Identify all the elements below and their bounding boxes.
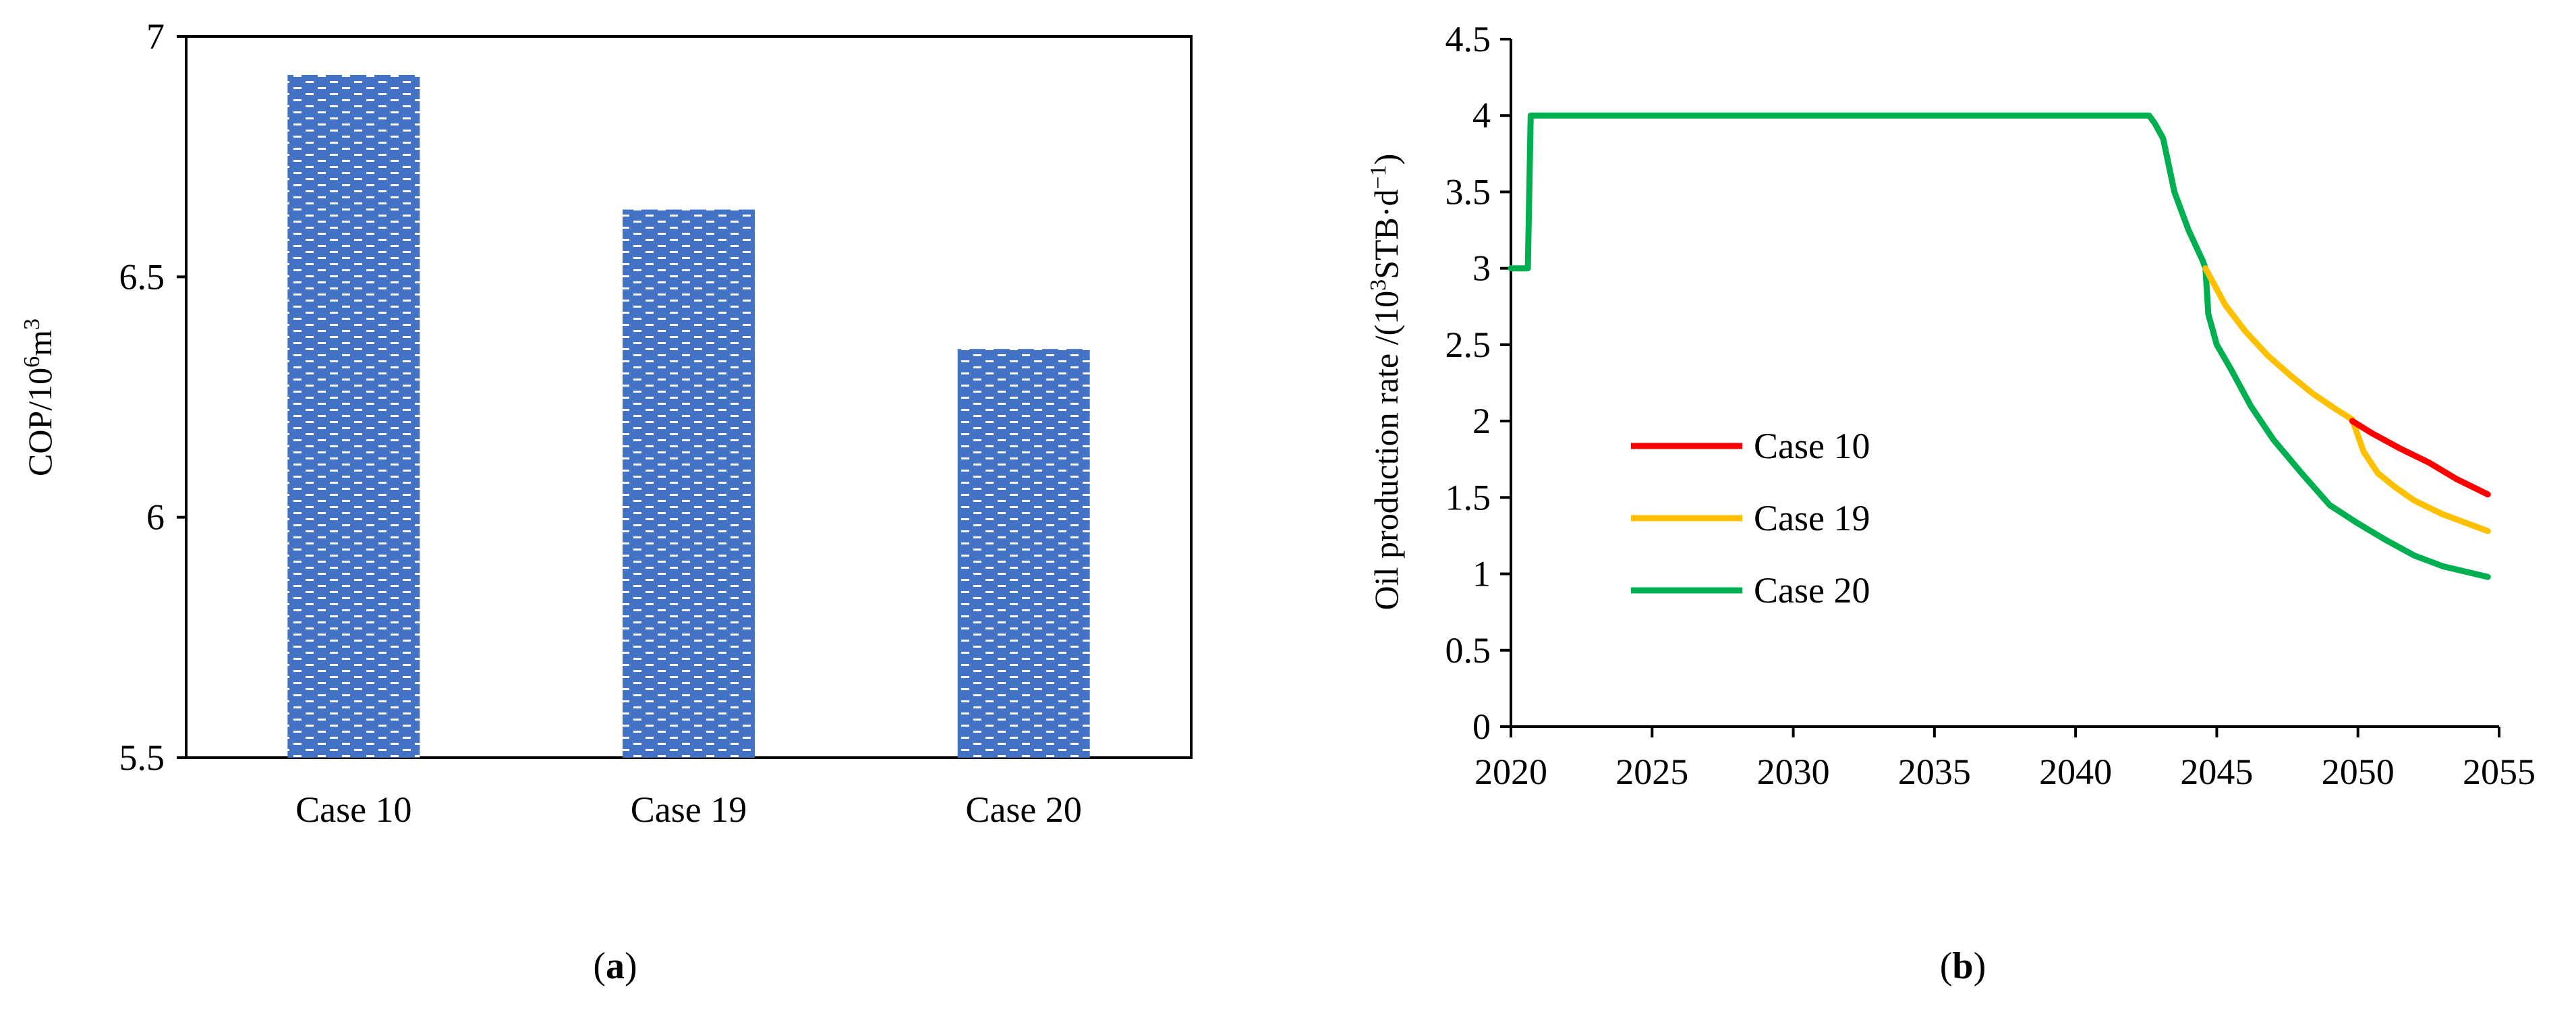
legend-label: Case 20	[1754, 570, 1870, 611]
y-tick-label: 3	[1472, 248, 1491, 289]
panel-label-b: (b)	[1940, 945, 1986, 987]
x-tick-label: 2045	[2180, 752, 2253, 792]
x-tick-label: Case 20	[965, 789, 1081, 830]
y-tick-label: 1.5	[1446, 477, 1491, 517]
y-tick-label: 2.5	[1446, 325, 1491, 365]
x-tick-label: 2025	[1615, 752, 1688, 792]
legend-label: Case 19	[1754, 498, 1870, 538]
x-tick-label: 2035	[1898, 752, 1971, 792]
y-axis-ticks: 5.5 6 6.5 7	[119, 16, 186, 778]
y-tick-label: 6	[146, 497, 165, 538]
legend-label: Case 10	[1754, 426, 1870, 466]
x-tick-label: 2040	[2039, 752, 2112, 792]
y-axis-label: COP/106m3	[20, 318, 59, 476]
line-chart: 0 0.5 1 1.5 2 2.5 3 3.5 4 4.5 2020 2025 2030 2035 204…	[1366, 19, 2536, 792]
series-line-case-20	[1508, 112, 2491, 580]
y-tick-label: 0.5	[1446, 630, 1491, 671]
y-tick-label: 4	[1472, 95, 1491, 136]
y-axis-label: Oil production rate /(103STB·d−1)	[1366, 154, 1406, 611]
bar-chart: 5.5 6 6.5 7 Case 10 Case 19 Case 20 COP/106m3	[20, 16, 1193, 830]
bar-case-10	[287, 75, 420, 758]
x-axis-ticks: Case 10 Case 19 Case 20	[295, 789, 1082, 830]
bar-group	[287, 75, 1090, 758]
x-tick-label: 2020	[1475, 752, 1547, 792]
y-tick-label: 4.5	[1446, 19, 1491, 59]
y-tick-label: 5.5	[119, 737, 165, 778]
panel-label-a: (a)	[593, 945, 637, 987]
y-tick-label: 2	[1472, 401, 1491, 441]
x-tick-label: 2050	[2322, 752, 2395, 792]
x-axis-ticks: 2020 2025 2030 2035 2040 2045 2050 2055	[1475, 727, 2536, 792]
y-tick-label: 7	[146, 16, 165, 57]
legend: Case 10 Case 19 Case 20	[1631, 426, 1870, 611]
bar-case-20	[957, 349, 1090, 758]
y-tick-label: 3.5	[1446, 171, 1491, 212]
y-tick-label: 0	[1472, 706, 1491, 747]
x-tick-label: 2055	[2463, 752, 2536, 792]
series-line-case-10	[2349, 418, 2491, 498]
y-tick-label: 1	[1472, 554, 1491, 594]
x-tick-label: 2030	[1757, 752, 1830, 792]
series-lines	[1508, 112, 2491, 580]
series-line-case-19	[2202, 265, 2491, 534]
y-axis-ticks: 0 0.5 1 1.5 2 2.5 3 3.5 4 4.5	[1446, 19, 1511, 747]
y-tick-label: 6.5	[119, 256, 165, 297]
x-tick-label: Case 19	[631, 789, 747, 830]
x-tick-label: Case 10	[295, 789, 411, 830]
bar-case-19	[623, 209, 755, 758]
